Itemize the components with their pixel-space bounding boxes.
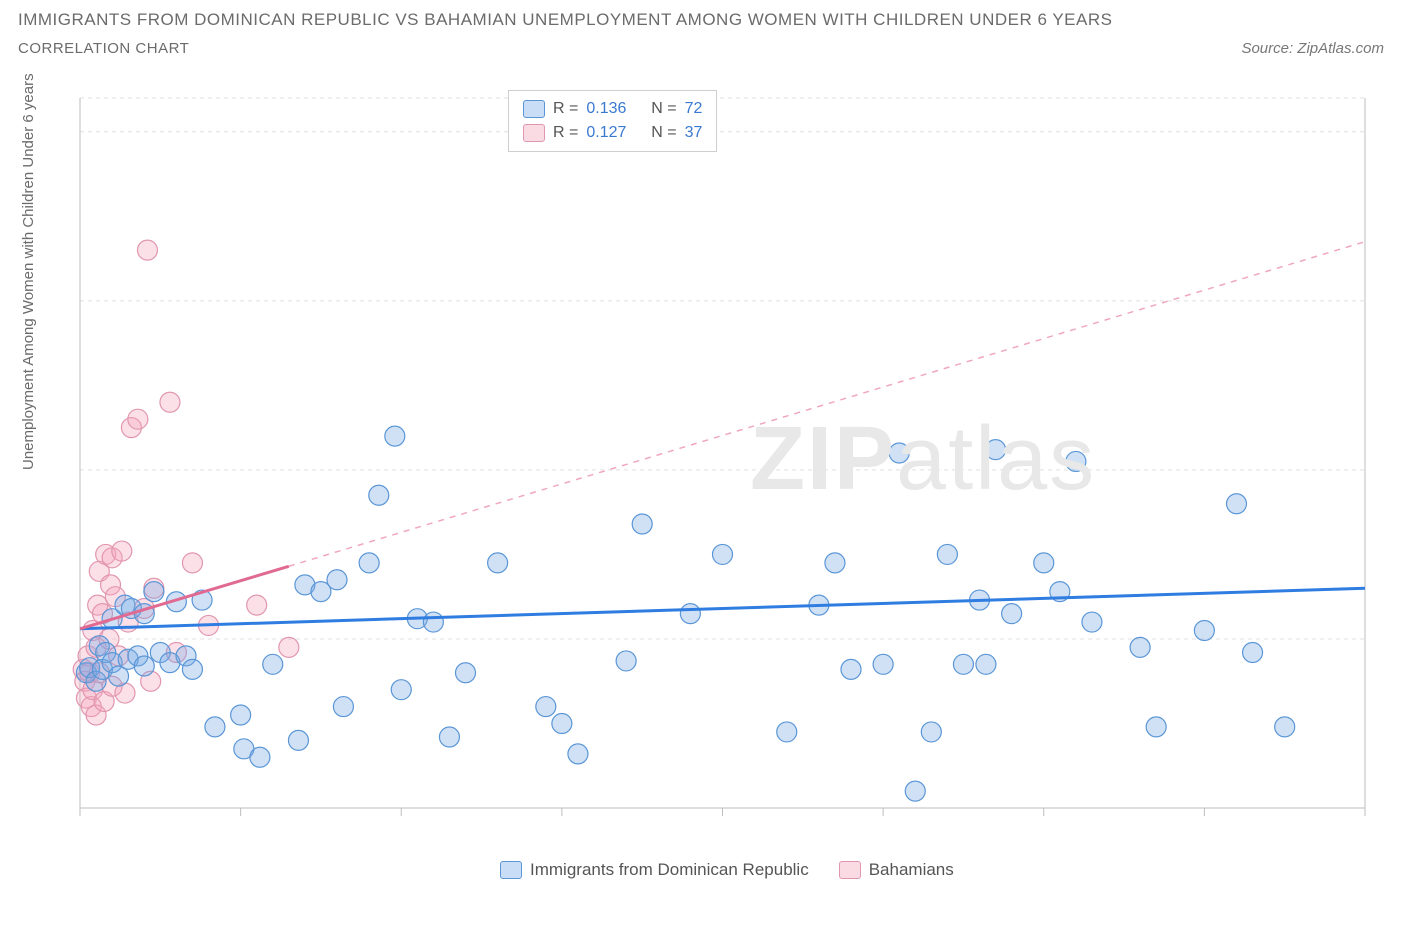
legend-item-dominican: Immigrants from Dominican Republic xyxy=(500,860,809,880)
scatter-plot: ZIPatlas R = 0.136 N = 72 R = 0.127 N = … xyxy=(60,88,1385,848)
swatch-pink-icon xyxy=(839,861,861,879)
source-label: Source: ZipAtlas.com xyxy=(1241,40,1384,57)
legend-label: Bahamians xyxy=(869,860,954,880)
chart-title-line1: IMMIGRANTS FROM DOMINICAN REPUBLIC VS BA… xyxy=(18,10,1112,30)
correlation-legend: R = 0.136 N = 72 R = 0.127 N = 37 xyxy=(508,90,717,152)
swatch-blue-icon xyxy=(523,100,545,118)
swatch-blue-icon xyxy=(500,861,522,879)
series-legend: Immigrants from Dominican Republic Baham… xyxy=(500,860,954,880)
legend-item-bahamian: Bahamians xyxy=(839,860,954,880)
legend-row-bahamian: R = 0.127 N = 37 xyxy=(523,121,702,145)
legend-row-dominican: R = 0.136 N = 72 xyxy=(523,97,702,121)
chart-title-line2: CORRELATION CHART xyxy=(18,40,1112,57)
legend-label: Immigrants from Dominican Republic xyxy=(530,860,809,880)
swatch-pink-icon xyxy=(523,124,545,142)
y-axis-label: Unemployment Among Women with Children U… xyxy=(20,73,37,470)
